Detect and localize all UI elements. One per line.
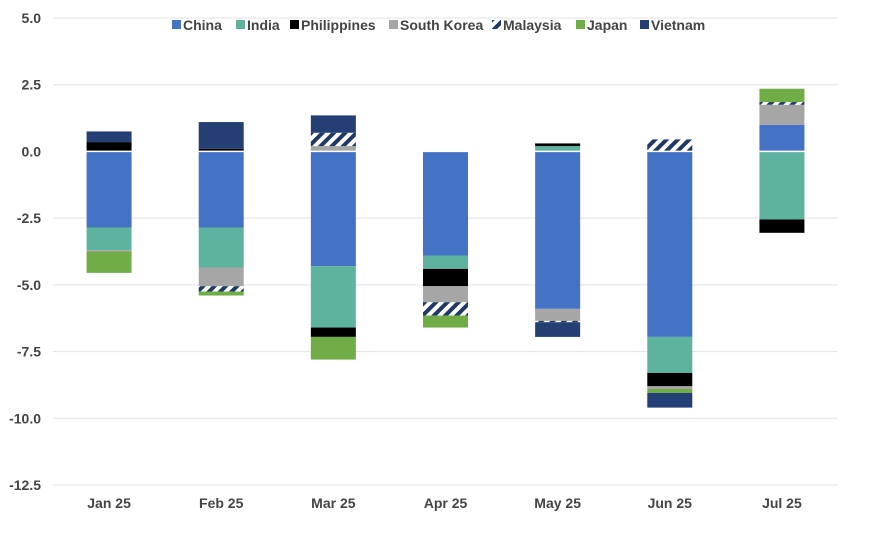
bar-segment-japan: [647, 388, 693, 393]
bar-segment-china: [759, 124, 805, 152]
bar-segment-malaysia: [759, 102, 805, 105]
x-tick-label: May 25: [534, 495, 581, 511]
bar-segment-south-korea: [423, 286, 468, 303]
x-tick-label: Apr 25: [424, 495, 468, 511]
bar-segment-philippines: [198, 148, 244, 152]
bar-segment-south-korea: [86, 250, 132, 252]
bar-segment-india: [423, 255, 468, 269]
bar-segment-vietnam: [198, 122, 244, 149]
legend-label: Vietnam: [651, 17, 705, 33]
bar-segment-malaysia: [310, 132, 356, 147]
bar-segment-india: [535, 146, 581, 152]
bar-segment-philippines: [86, 142, 132, 152]
bar-segment-philippines: [423, 268, 468, 287]
legend-swatch-malaysia: [492, 20, 501, 29]
legend-label: Philippines: [301, 17, 376, 33]
y-tick-label: -10.0: [9, 410, 41, 426]
legend: China India Philippines South Korea Malaysia…: [172, 17, 705, 33]
y-tick-label: 0.0: [22, 143, 42, 159]
y-tick-label: 5.0: [22, 10, 42, 26]
bar-segment-china: [647, 151, 693, 337]
legend-label: China: [183, 17, 222, 33]
x-tick-label: Feb 25: [199, 495, 244, 511]
y-tick-label: 2.5: [22, 77, 42, 93]
x-tick-label: Jan 25: [87, 495, 131, 511]
bar-segment-vietnam: [647, 392, 693, 408]
y-tick-label: -7.5: [17, 344, 41, 360]
bar-segment-india: [759, 151, 805, 220]
bar-segment-philippines: [647, 372, 693, 387]
bar-segment-south-korea: [535, 308, 581, 321]
bar-segment-india: [86, 227, 132, 251]
x-tick-label: Jul 25: [762, 495, 802, 511]
legend-label: Malaysia: [503, 17, 562, 33]
bar-segment-philippines: [759, 219, 805, 233]
bar-segment-japan: [198, 291, 244, 296]
x-tick-label: Jun 25: [648, 495, 693, 511]
bar-segment-south-korea: [310, 146, 356, 152]
bar-segment-south-korea: [647, 386, 693, 389]
bar-segment-japan: [423, 315, 468, 328]
bar-segment-japan: [310, 336, 356, 360]
bar-segment-china: [86, 151, 132, 228]
legend-swatch-china: [172, 20, 181, 29]
bar-segment-vietnam: [86, 131, 132, 143]
bar-segment-india: [310, 266, 356, 328]
bar-segment-philippines: [310, 327, 356, 337]
legend-swatch-vietnam: [640, 20, 649, 29]
bar-segment-malaysia: [535, 320, 581, 323]
x-axis-ticks: Jan 25 Feb 25 Mar 25 Apr 25 May 25 Jun 25 Jul …: [87, 495, 802, 511]
bars: [53, 88, 838, 408]
bar-segment-south-korea: [759, 104, 805, 125]
bar-segment-malaysia: [647, 139, 693, 152]
legend-label: South Korea: [400, 17, 483, 33]
legend-swatch-japan: [576, 20, 585, 29]
y-tick-label: -2.5: [17, 210, 41, 226]
bar-segment-vietnam: [310, 115, 356, 133]
bar-segment-india: [198, 227, 244, 268]
legend-label: Japan: [587, 17, 627, 33]
bar-segment-japan: [759, 88, 805, 103]
bar-segment-malaysia: [423, 302, 468, 316]
bar-segment-china: [310, 151, 356, 267]
bar-segment-malaysia: [198, 286, 244, 292]
legend-swatch-south-korea: [389, 20, 398, 29]
legend-swatch-india: [236, 20, 245, 29]
bar-segment-vietnam: [535, 322, 581, 337]
legend-swatch-philippines: [290, 20, 299, 29]
y-axis-ticks: 5.0 2.5 0.0 -2.5 -5.0 -7.5 -10.0 -12.5: [9, 10, 41, 493]
y-tick-label: -12.5: [9, 477, 41, 493]
bar-segment-india: [647, 336, 693, 373]
bar-segment-japan: [86, 251, 132, 273]
bar-segment-south-korea: [198, 267, 244, 287]
legend-label: India: [247, 17, 280, 33]
x-tick-label: Mar 25: [311, 495, 356, 511]
bar-segment-china: [535, 151, 581, 309]
bar-segment-china: [423, 151, 468, 256]
bar-segment-philippines: [535, 143, 581, 147]
y-tick-label: -5.0: [17, 277, 41, 293]
bar-segment-china: [198, 151, 244, 228]
